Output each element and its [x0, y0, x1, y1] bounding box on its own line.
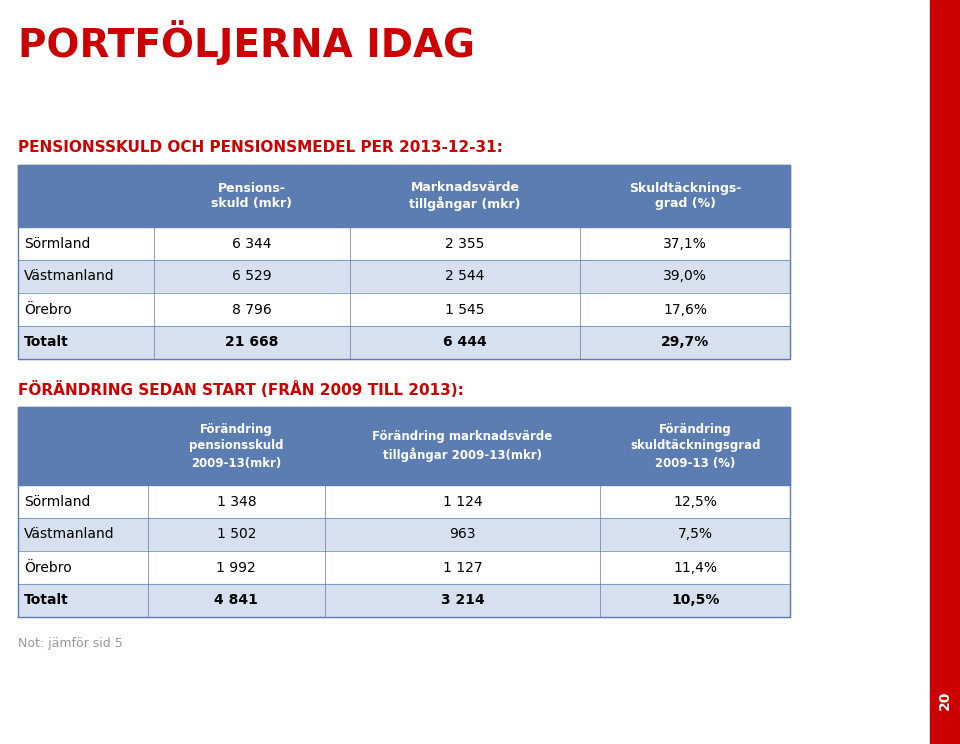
- Text: 1 124: 1 124: [443, 495, 482, 508]
- Text: Örebro: Örebro: [24, 303, 72, 316]
- Text: 1 502: 1 502: [217, 527, 256, 542]
- Bar: [18, 293, 790, 326]
- Text: Totalt: Totalt: [24, 594, 69, 608]
- Text: 10,5%: 10,5%: [671, 594, 719, 608]
- Text: 21 668: 21 668: [226, 336, 278, 350]
- Bar: [18, 407, 790, 485]
- Text: Pensions-
skuld (mkr): Pensions- skuld (mkr): [211, 182, 293, 210]
- Bar: [18, 551, 790, 584]
- Bar: [18, 260, 790, 293]
- Text: 1 545: 1 545: [445, 303, 485, 316]
- Text: Förändring
skuldtäckningsgrad
2009-13 (%): Förändring skuldtäckningsgrad 2009-13 (%…: [630, 423, 760, 469]
- Text: Västmanland: Västmanland: [24, 269, 114, 283]
- Text: 963: 963: [449, 527, 476, 542]
- Text: PENSIONSSKULD OCH PENSIONSMEDEL PER 2013-12-31:: PENSIONSSKULD OCH PENSIONSMEDEL PER 2013…: [18, 140, 503, 155]
- Text: Förändring
pensionsskuld
2009-13(mkr): Förändring pensionsskuld 2009-13(mkr): [189, 423, 283, 469]
- Text: 2 355: 2 355: [445, 237, 485, 251]
- Text: Marknadsvärde
tillgångar (mkr): Marknadsvärde tillgångar (mkr): [409, 181, 521, 211]
- Text: 6 344: 6 344: [232, 237, 272, 251]
- Text: PORTFÖLJERNA IDAG: PORTFÖLJERNA IDAG: [18, 20, 475, 65]
- Text: 3 214: 3 214: [441, 594, 485, 608]
- Text: 29,7%: 29,7%: [661, 336, 709, 350]
- Text: Sörmland: Sörmland: [24, 495, 90, 508]
- Text: 6 529: 6 529: [232, 269, 272, 283]
- Bar: [930, 0, 960, 744]
- Text: Skuldtäcknings-
grad (%): Skuldtäcknings- grad (%): [629, 182, 741, 210]
- Bar: [18, 227, 790, 260]
- Text: 6 444: 6 444: [444, 336, 487, 350]
- Bar: [18, 326, 790, 359]
- Text: FÖRÄNDRING SEDAN START (FRÅN 2009 TILL 2013):: FÖRÄNDRING SEDAN START (FRÅN 2009 TILL 2…: [18, 381, 464, 398]
- Text: 1 127: 1 127: [443, 560, 482, 574]
- Text: 37,1%: 37,1%: [663, 237, 708, 251]
- Text: 11,4%: 11,4%: [673, 560, 717, 574]
- Bar: [18, 165, 790, 227]
- Bar: [18, 165, 790, 359]
- Text: 12,5%: 12,5%: [673, 495, 717, 508]
- Text: 39,0%: 39,0%: [663, 269, 708, 283]
- Text: Totalt: Totalt: [24, 336, 69, 350]
- Bar: [18, 407, 790, 617]
- Text: 2 544: 2 544: [445, 269, 485, 283]
- Bar: [18, 584, 790, 617]
- Text: 1 348: 1 348: [217, 495, 256, 508]
- Text: Örebro: Örebro: [24, 560, 72, 574]
- Text: Förändring marknadsvärde
tillgångar 2009-13(mkr): Förändring marknadsvärde tillgångar 2009…: [372, 430, 553, 462]
- Text: 8 796: 8 796: [232, 303, 272, 316]
- Text: Not: jämför sid 5: Not: jämför sid 5: [18, 637, 123, 650]
- Text: 20: 20: [938, 690, 952, 710]
- Text: 17,6%: 17,6%: [663, 303, 708, 316]
- Bar: [18, 518, 790, 551]
- Bar: [18, 485, 790, 518]
- Text: 4 841: 4 841: [214, 594, 258, 608]
- Text: Västmanland: Västmanland: [24, 527, 114, 542]
- Text: 1 992: 1 992: [217, 560, 256, 574]
- Text: 7,5%: 7,5%: [678, 527, 712, 542]
- Text: Sörmland: Sörmland: [24, 237, 90, 251]
